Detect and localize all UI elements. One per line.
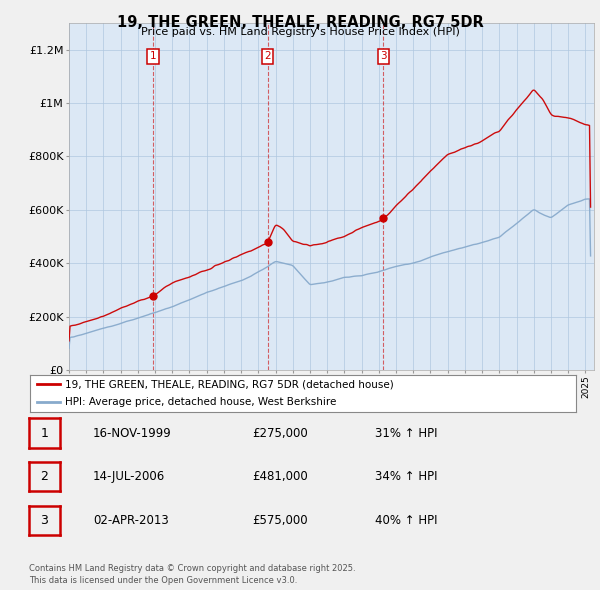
- Text: 19, THE GREEN, THEALE, READING, RG7 5DR: 19, THE GREEN, THEALE, READING, RG7 5DR: [116, 15, 484, 30]
- Text: 1: 1: [40, 427, 49, 440]
- Text: 19, THE GREEN, THEALE, READING, RG7 5DR (detached house): 19, THE GREEN, THEALE, READING, RG7 5DR …: [65, 379, 394, 389]
- Text: 2: 2: [40, 470, 49, 483]
- Text: 3: 3: [40, 514, 49, 527]
- Text: £275,000: £275,000: [252, 427, 308, 440]
- Text: 2: 2: [265, 51, 271, 61]
- Text: Price paid vs. HM Land Registry's House Price Index (HPI): Price paid vs. HM Land Registry's House …: [140, 27, 460, 37]
- Text: 1: 1: [149, 51, 157, 61]
- Text: 16-NOV-1999: 16-NOV-1999: [93, 427, 172, 440]
- Text: 3: 3: [380, 51, 386, 61]
- Text: 31% ↑ HPI: 31% ↑ HPI: [375, 427, 437, 440]
- Text: Contains HM Land Registry data © Crown copyright and database right 2025.
This d: Contains HM Land Registry data © Crown c…: [29, 564, 355, 585]
- Text: 40% ↑ HPI: 40% ↑ HPI: [375, 514, 437, 527]
- Text: 14-JUL-2006: 14-JUL-2006: [93, 470, 165, 483]
- Text: HPI: Average price, detached house, West Berkshire: HPI: Average price, detached house, West…: [65, 397, 337, 407]
- Text: 34% ↑ HPI: 34% ↑ HPI: [375, 470, 437, 483]
- Text: 02-APR-2013: 02-APR-2013: [93, 514, 169, 527]
- Text: £481,000: £481,000: [252, 470, 308, 483]
- Text: £575,000: £575,000: [252, 514, 308, 527]
